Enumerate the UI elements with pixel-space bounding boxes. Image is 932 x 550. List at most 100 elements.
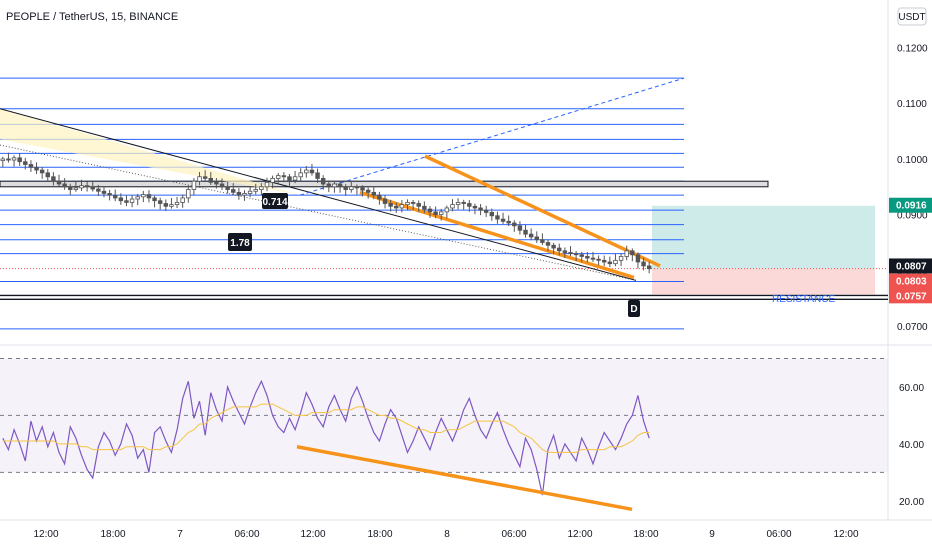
point-badge-bg — [628, 300, 640, 317]
candle-body — [635, 254, 641, 263]
candle-body — [517, 225, 523, 231]
price-badge-label: 0.0757 — [896, 291, 927, 302]
candle-body — [298, 172, 303, 178]
candle-body — [573, 253, 579, 256]
currency-button[interactable]: USDT — [898, 12, 925, 23]
annotations: 0.714 1.78 D RESISTANCE — [228, 193, 835, 317]
time-tick-label: 06:00 — [501, 529, 526, 540]
candle-body — [0, 158, 6, 162]
candle-body — [326, 183, 332, 188]
candle-body — [478, 207, 483, 211]
position-zones — [652, 205, 875, 295]
trend-line-dotted — [0, 144, 637, 281]
candle-body — [332, 183, 337, 188]
trend-line — [0, 108, 637, 281]
candle-body — [483, 209, 489, 213]
candle-body — [641, 261, 646, 267]
candle-body — [174, 201, 180, 206]
price-tick-label: 0.0900 — [897, 211, 928, 222]
candle-body — [506, 220, 511, 224]
candle-body — [219, 183, 225, 188]
candle-body — [225, 186, 230, 190]
target-zone — [652, 205, 875, 269]
candle-body — [6, 158, 11, 161]
candle-body — [613, 259, 618, 265]
stop-zone — [652, 268, 875, 295]
candle-body — [472, 205, 478, 209]
candle-body — [523, 229, 528, 235]
candle-body — [590, 257, 596, 260]
horizontal-levels — [0, 77, 888, 330]
candle-body — [405, 201, 410, 206]
candle-body — [495, 215, 500, 220]
candle-body — [410, 201, 416, 204]
candle-body — [618, 256, 624, 261]
candle-body — [540, 239, 545, 243]
candle-body — [11, 157, 17, 161]
candle-body — [51, 176, 56, 182]
candle-body — [450, 204, 455, 209]
candle-body — [562, 250, 568, 253]
candle-body — [394, 205, 399, 209]
candle-body — [253, 189, 258, 192]
candle-body — [309, 169, 315, 174]
candle-body — [304, 169, 309, 174]
price-tick-label: 0.1000 — [897, 155, 928, 166]
candle-body — [624, 250, 629, 257]
candle-body — [73, 187, 79, 190]
time-axis-ticks: 12:00 18:00 7 06:00 12:00 18:00 8 06:00 12:00 18:… — [33, 529, 858, 540]
candle-body — [124, 200, 129, 203]
candle-body — [107, 193, 112, 196]
fib-triangle — [0, 108, 300, 196]
candle-body — [135, 196, 140, 200]
time-tick-label: 8 — [444, 529, 450, 540]
price-badge-bg — [889, 197, 932, 213]
candle-body — [208, 178, 214, 183]
candle-body — [17, 157, 22, 163]
price-badge-label: 0.0916 — [896, 201, 927, 212]
time-tick-label: 06:00 — [234, 529, 259, 540]
time-tick-label: 12:00 — [833, 529, 858, 540]
candle-body — [191, 180, 197, 190]
candle-body — [388, 203, 393, 207]
rsi-ma-line — [2, 403, 650, 453]
candle-body — [320, 178, 326, 185]
candle-body — [512, 222, 517, 227]
candle-body — [23, 161, 28, 165]
candle-body — [601, 259, 607, 263]
candle-body — [287, 176, 292, 181]
candle-body — [152, 197, 157, 202]
candle-body — [39, 169, 45, 174]
price-panel-bg — [0, 0, 888, 345]
candle-body — [354, 186, 360, 189]
time-tick-label: 7 — [177, 529, 183, 540]
candle-body — [62, 183, 67, 188]
candle-body — [337, 183, 343, 188]
candle-body — [56, 180, 62, 185]
candle-body — [557, 247, 562, 252]
candle-body — [422, 205, 427, 210]
candle-body — [399, 204, 405, 209]
point-label: D — [630, 304, 637, 315]
candle-body — [45, 172, 51, 178]
candle-body — [28, 164, 34, 168]
candle-body — [455, 201, 461, 206]
candle-body — [377, 194, 382, 200]
currency-button-frame[interactable] — [897, 7, 927, 26]
rsi-tick-label: 20.00 — [899, 497, 924, 508]
rsi-tick-label: 40.00 — [899, 440, 924, 451]
candle-body — [118, 197, 124, 202]
candle-body — [433, 211, 438, 216]
candle-body — [247, 190, 253, 194]
candle-body — [545, 242, 551, 246]
rsi-tick-label: 60.00 — [899, 383, 924, 394]
candle-body — [197, 176, 202, 182]
resistance-label: RESISTANCE — [772, 294, 835, 305]
candle-body — [360, 187, 365, 191]
candle-body — [444, 207, 450, 213]
candle-body — [186, 189, 191, 199]
candle-body — [500, 218, 506, 222]
